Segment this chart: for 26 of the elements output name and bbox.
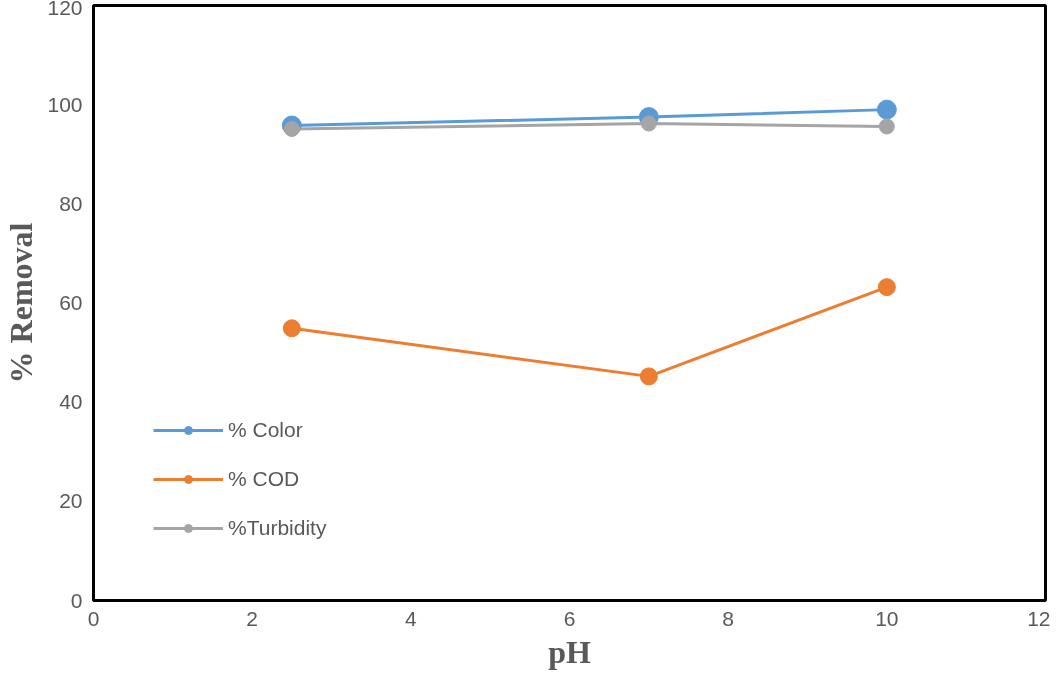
x-tick-label: 8 xyxy=(722,606,735,630)
y-tick-label: 60 xyxy=(59,291,83,314)
legend-label: % COD xyxy=(228,467,300,491)
x-tick-label: 2 xyxy=(246,606,259,630)
x-axis-title: pH xyxy=(548,633,591,670)
point xyxy=(640,115,657,132)
point xyxy=(876,99,897,120)
y-tick-label: 20 xyxy=(59,489,83,513)
point xyxy=(639,367,658,386)
legend-label: %Turbidity xyxy=(228,516,327,540)
y-tick-label: 100 xyxy=(47,92,83,116)
x-tick-label: 12 xyxy=(1027,606,1051,630)
y-tick-label: 80 xyxy=(59,191,83,215)
y-tick-label: 120 xyxy=(47,0,83,19)
point xyxy=(878,118,895,135)
point xyxy=(282,319,301,338)
y-axis-title: % Removal xyxy=(3,222,40,384)
legend-label: % Color xyxy=(228,418,303,442)
x-tick-label: 6 xyxy=(563,606,576,630)
x-tick-label: 0 xyxy=(87,606,100,630)
y-tick-label: 0 xyxy=(70,588,83,612)
y-tick-label: 40 xyxy=(59,390,83,414)
point xyxy=(877,278,896,297)
x-tick-label: 10 xyxy=(875,606,899,630)
point xyxy=(283,120,300,137)
x-tick-label: 4 xyxy=(404,606,417,630)
